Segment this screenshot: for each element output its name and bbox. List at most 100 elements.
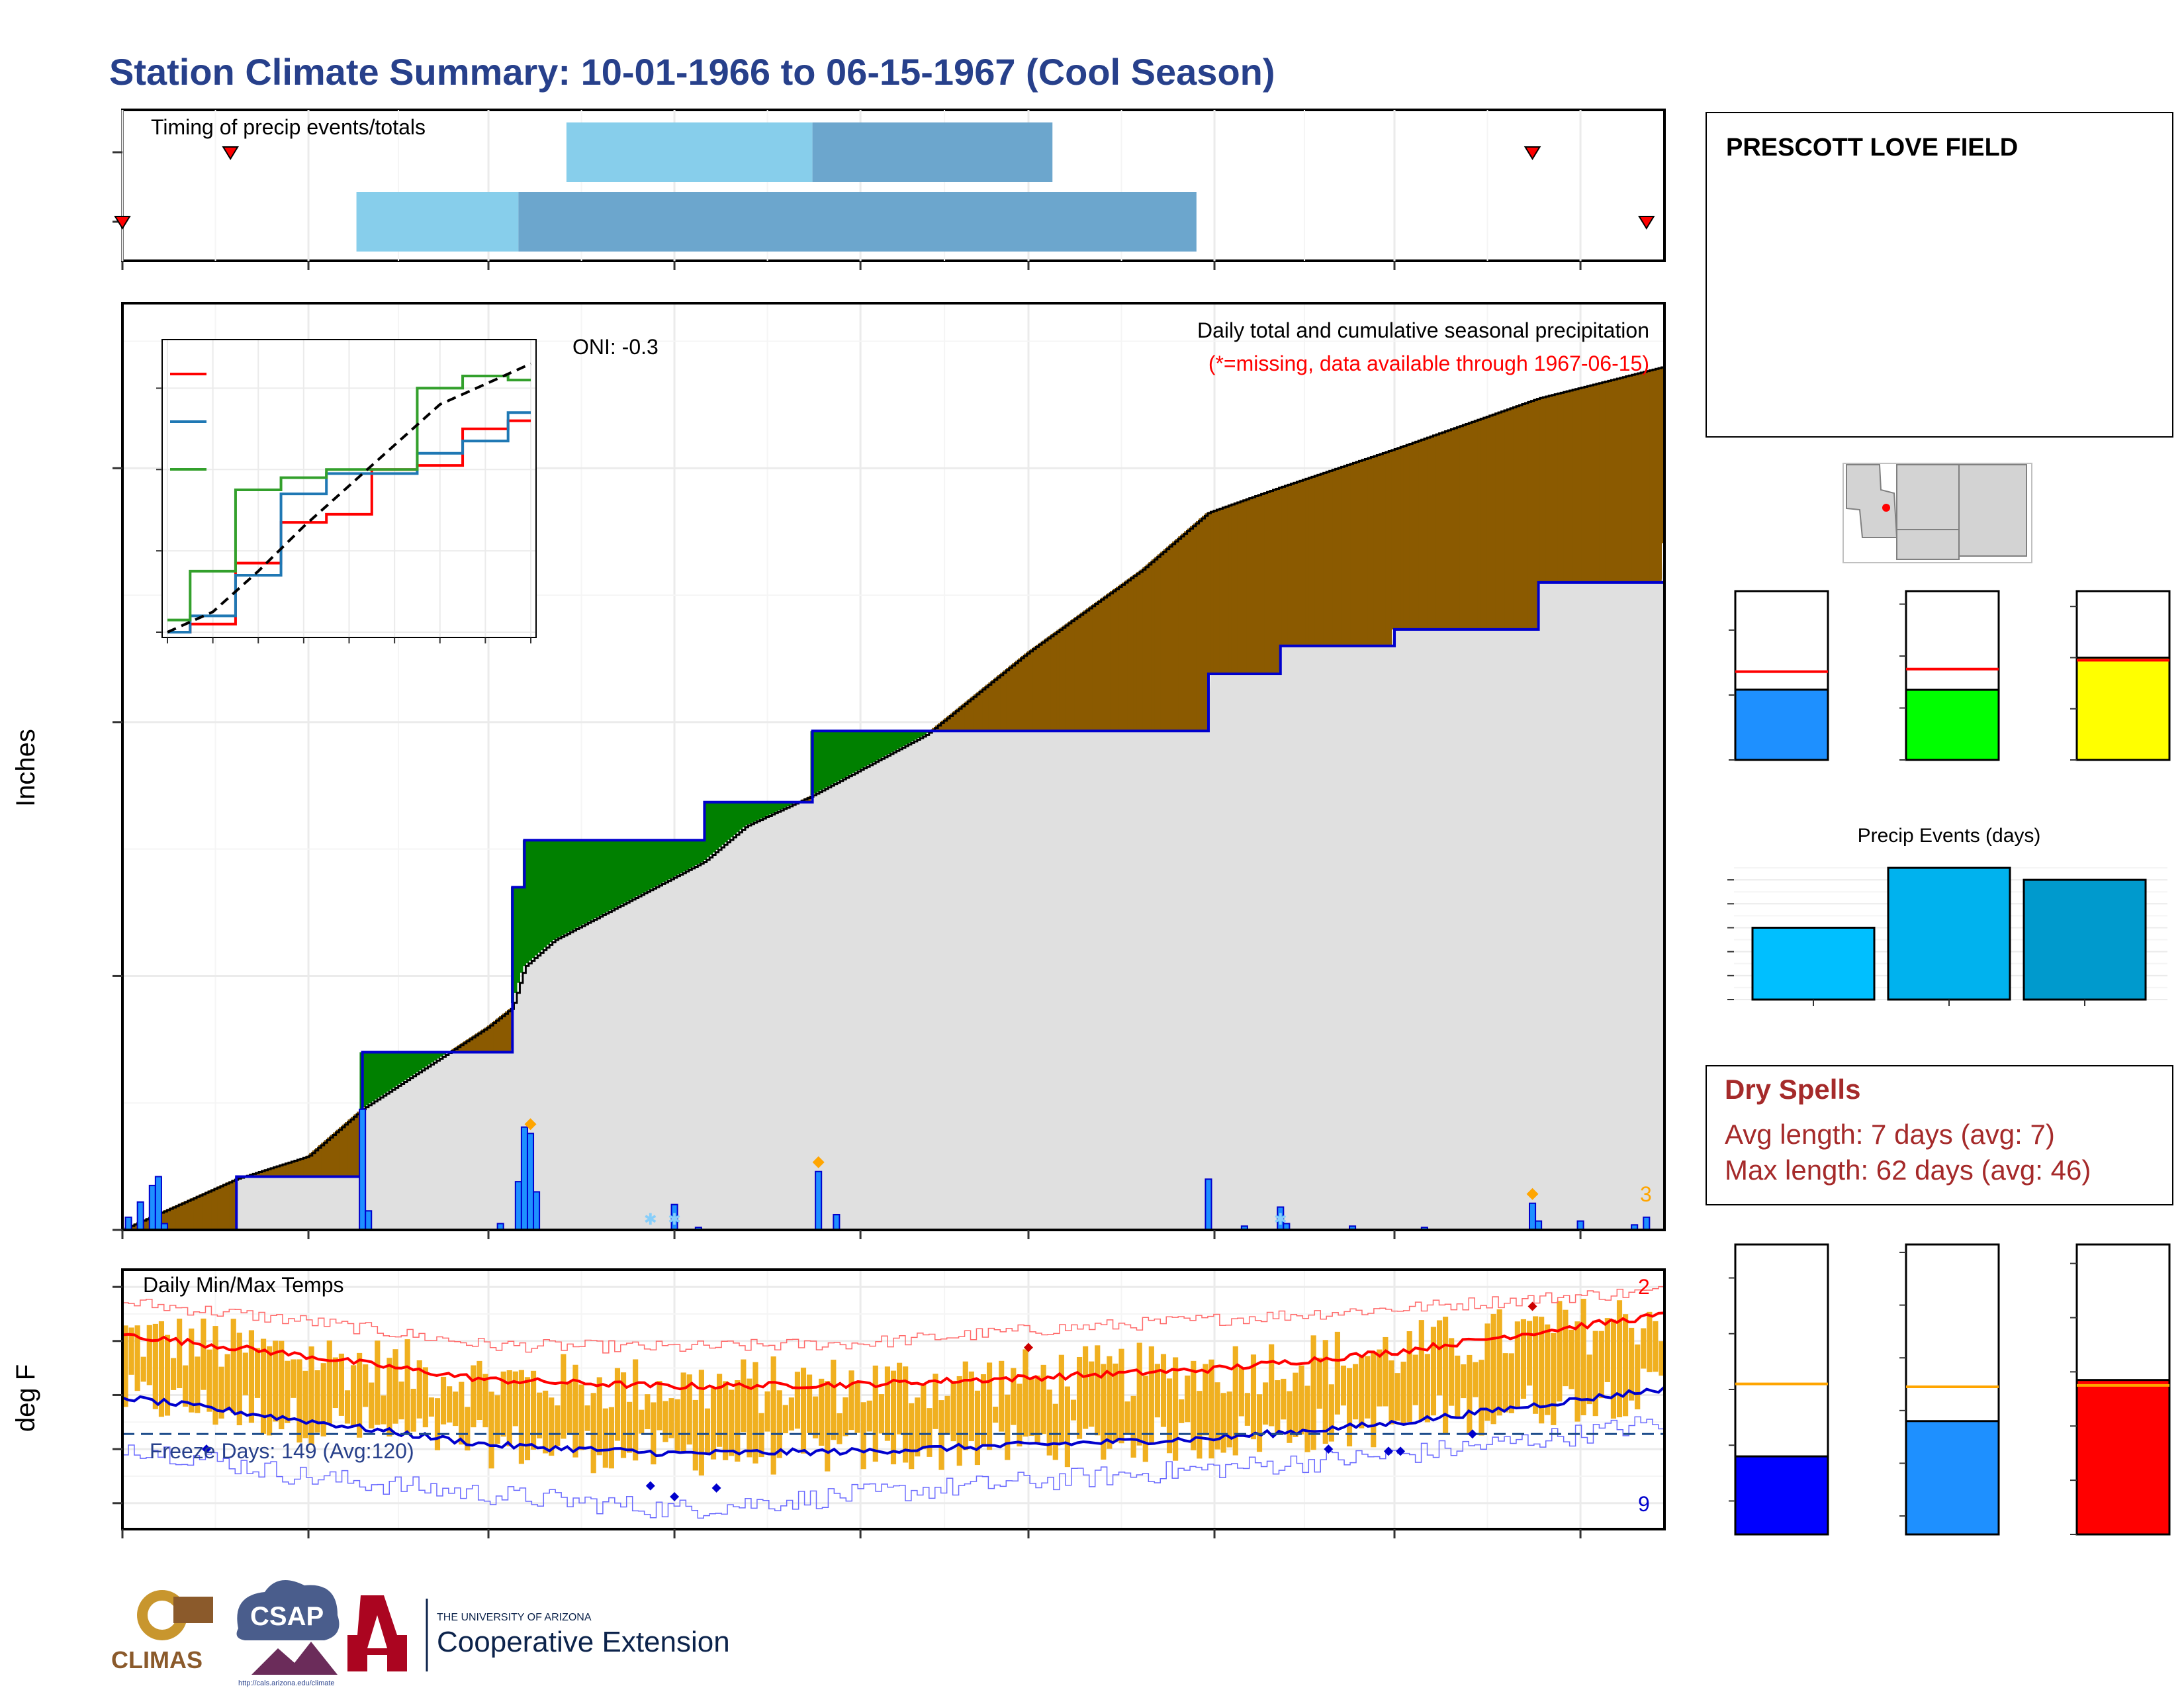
wet-anomaly-fill [365, 1052, 369, 1105]
daily-temp-bar [1406, 1331, 1412, 1423]
dry-anomaly-fill [1032, 647, 1036, 731]
daily-precip-bar [1349, 1225, 1357, 1230]
daily-temp-bar [1467, 1354, 1473, 1434]
dry-anomaly-fill [1341, 465, 1345, 646]
daily-temp-bar [302, 1370, 308, 1438]
daily-temp-bar [1526, 1321, 1533, 1386]
dry-anomaly-fill [1335, 467, 1339, 646]
dry-anomaly-fill [1590, 384, 1594, 583]
wet-anomaly-fill [676, 840, 680, 875]
dry-anomaly-fill [1350, 463, 1354, 646]
heavy-precip-marker [812, 1156, 825, 1168]
daily-temp-bar [782, 1405, 788, 1434]
mini-bar-precip [1734, 688, 1829, 761]
daily-temp-bar [183, 1365, 189, 1407]
daily-temp-bar [1173, 1357, 1179, 1461]
daily-temp-bar [471, 1365, 477, 1428]
dry-anomaly-fill [1130, 576, 1134, 731]
daily-temp-bar [285, 1360, 291, 1423]
wet-anomaly-fill [748, 802, 752, 824]
daily-temp-bar [1220, 1393, 1226, 1453]
daily-temp-bar [1322, 1340, 1328, 1444]
precip-events-chart: Precip Events (days) [1727, 825, 2167, 1006]
daily-temp-bar [1659, 1341, 1664, 1376]
dry-anomaly-fill [211, 1189, 215, 1230]
wet-anomaly-fill [600, 840, 604, 915]
csap-logo-text: CSAP [250, 1602, 324, 1631]
dry-anomaly-fill [1089, 606, 1093, 731]
daily-temp-bar [627, 1401, 633, 1453]
dry-anomaly-fill [163, 1210, 167, 1230]
dry-anomaly-fill [958, 706, 962, 731]
dry-anomaly-fill [1415, 440, 1419, 630]
dry-anomaly-fill [1038, 642, 1042, 731]
wet-anomaly-fill [819, 731, 823, 791]
dry-anomaly-fill [1635, 373, 1639, 583]
daily-temp-bar [986, 1362, 993, 1450]
dry-anomaly-fill [1397, 447, 1401, 630]
record-low-marker [670, 1492, 680, 1501]
wet-anomaly-fill [573, 840, 577, 929]
dry-anomaly-fill [1424, 438, 1428, 630]
wet-anomaly-fill [745, 802, 749, 825]
dry-anomaly-fill [499, 1015, 503, 1053]
dry-anomaly-fill [1365, 457, 1369, 646]
wet-anomaly-fill [721, 802, 725, 845]
wet-anomaly-fill [784, 802, 788, 808]
dry-anomaly-fill [232, 1180, 236, 1230]
daily-temp-bar [602, 1408, 608, 1468]
daily-temp-bar [1011, 1368, 1017, 1425]
dry-anomaly-fill [179, 1203, 183, 1230]
dry-anomaly-fill [1003, 670, 1007, 731]
daily-temp-bar [1586, 1354, 1592, 1405]
daily-temp-bar [1287, 1391, 1293, 1443]
dry-anomaly-fill [1489, 414, 1493, 630]
dry-anomaly-fill [1122, 583, 1126, 731]
daily-temp-bar [248, 1330, 255, 1423]
dry-anomaly-fill [970, 696, 974, 731]
wet-anomaly-fill [878, 731, 882, 759]
dry-anomaly-fill [1587, 385, 1591, 583]
dry-anomaly-fill [1133, 574, 1138, 731]
dry-anomaly-fill [1062, 625, 1066, 731]
dry-anomaly-fill [1385, 451, 1389, 646]
daily-temp-bar [1052, 1403, 1058, 1460]
dry-anomaly-fill [505, 1011, 509, 1053]
daily-temp-bar [596, 1377, 602, 1456]
dry-anomaly-fill [1537, 398, 1541, 583]
daily-temp-bar [1346, 1368, 1353, 1447]
daily-temp-bar [140, 1356, 146, 1382]
wet-anomaly-fill [715, 802, 719, 850]
wet-anomaly-fill [644, 840, 648, 892]
figure-title: Station Climate Summary: 10-01-1966 to 0… [109, 51, 1275, 93]
daily-temp-bar [1298, 1365, 1304, 1434]
wet-anomaly-fill [514, 887, 518, 993]
record-low-marker [1383, 1446, 1393, 1456]
dry-anomaly-fill [1525, 402, 1529, 630]
ua-line1: THE UNIVERSITY OF ARIZONA [437, 1612, 592, 1623]
dry-anomaly-fill [1430, 435, 1434, 630]
dry-anomaly-fill [339, 1127, 343, 1177]
wet-anomaly-fill [641, 840, 645, 894]
daily-precip-bar [526, 1133, 535, 1230]
daily-temp-bars [122, 1299, 1664, 1476]
daily-temp-bar [927, 1408, 933, 1457]
dry-anomaly-fill [306, 1155, 310, 1177]
daily-temp-bar [1430, 1327, 1437, 1416]
daily-temp-bar [189, 1328, 195, 1413]
dry-anomaly-fill [347, 1119, 351, 1177]
dry-anomaly-fill [1145, 564, 1149, 731]
dry-anomaly-fill [484, 1027, 488, 1053]
daily-temp-bar [1154, 1364, 1160, 1418]
daily-temp-bar [1598, 1331, 1604, 1399]
wet-anomaly-fill [742, 802, 746, 827]
precip-title: Daily total and cumulative seasonal prec… [1197, 318, 1649, 342]
daily-temp-bar [1107, 1356, 1113, 1449]
daily-temp-bar [1502, 1353, 1508, 1413]
dry-anomaly-fill [1516, 405, 1520, 630]
locator-map [1843, 463, 2032, 563]
dry-anomaly-fill [205, 1192, 209, 1230]
daily-precip-bar [154, 1176, 162, 1230]
dry-anomaly-fill [1267, 491, 1271, 674]
dry-anomaly-fill [315, 1148, 319, 1177]
